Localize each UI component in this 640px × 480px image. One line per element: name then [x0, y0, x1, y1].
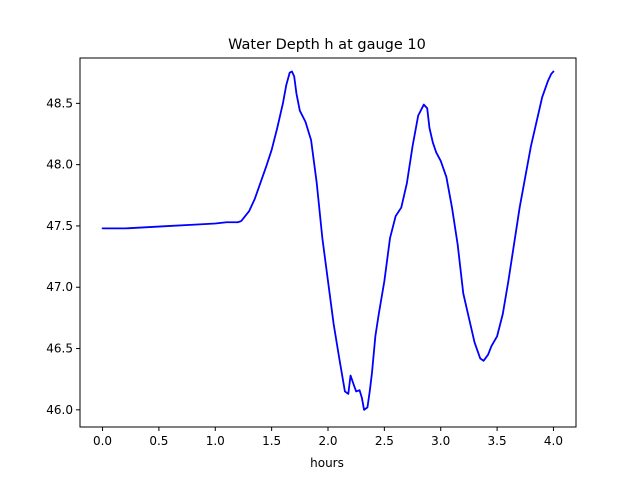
x-tick-label: 0.5 — [149, 434, 168, 448]
x-tick-label: 2.5 — [375, 434, 394, 448]
plot-area: 0.0 0.5 1.0 1.5 2.0 2.5 3.0 3.5 4.0 46.0 46.5 47.0 4… — [46, 57, 577, 448]
x-tick-label: 2.0 — [318, 434, 337, 448]
y-tick-label: 47.0 — [46, 280, 73, 294]
x-tick-label: 3.5 — [488, 434, 507, 448]
chart-title: Water Depth h at gauge 10 — [228, 37, 426, 53]
x-tick-label: 1.0 — [206, 434, 225, 448]
y-tick-label: 48.5 — [46, 96, 73, 110]
x-tick-label: 4.0 — [544, 434, 563, 448]
y-tick-label: 46.5 — [46, 342, 73, 356]
series-line-0 — [101, 70, 555, 411]
y-tick-label: 47.5 — [46, 219, 73, 233]
x-axis-label: hours — [310, 456, 344, 470]
y-tick-label: 46.0 — [46, 403, 73, 417]
x-tick-label: 3.0 — [431, 434, 450, 448]
y-tick-label: 48.0 — [46, 158, 73, 172]
x-tick-label: 0.0 — [93, 434, 112, 448]
x-tick-label: 1.5 — [262, 434, 281, 448]
